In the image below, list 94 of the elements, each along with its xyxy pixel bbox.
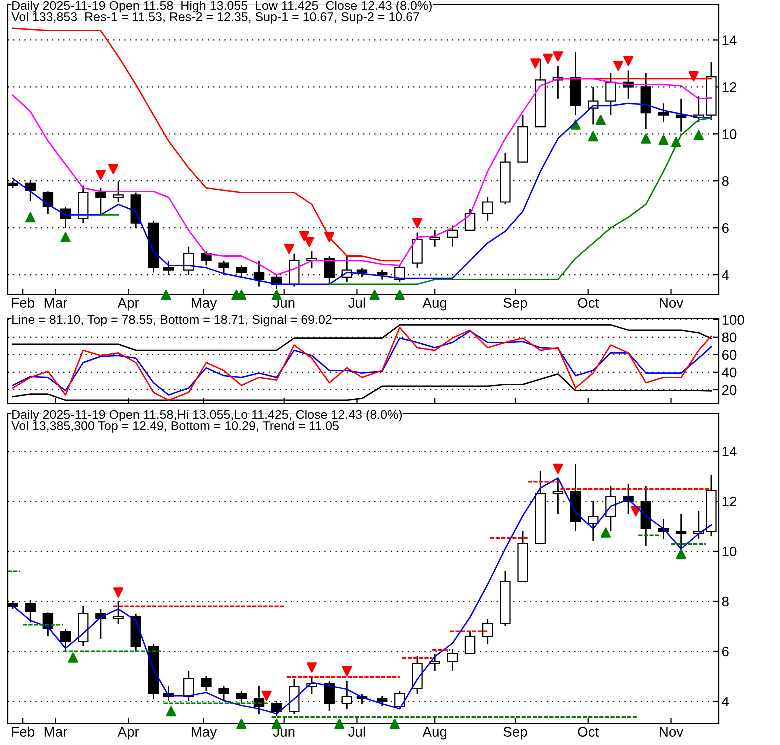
point	[161, 290, 172, 300]
y-tick-label: 14	[722, 446, 737, 457]
text: Vol 13,385,300 Top = 12.49, Bottom = 10.29, Trend = 11.05	[12, 421, 339, 433]
y-tick-label: 4	[722, 696, 730, 707]
y-tick-label: 80	[722, 332, 737, 343]
y-tick-label: 4	[722, 270, 730, 280]
candlestick	[552, 478, 564, 515]
point	[553, 52, 564, 62]
candlestick	[482, 196, 494, 222]
x-tick-label: Feb	[12, 726, 34, 737]
x-tick-label: Mar	[44, 298, 68, 308]
x-tick-label: Mar	[44, 727, 68, 737]
point	[272, 290, 282, 300]
candlestick	[482, 618, 494, 645]
point	[342, 666, 352, 677]
y-tick-label: 20	[722, 385, 737, 396]
x-tick-label: Aug	[422, 298, 447, 311]
point	[588, 131, 598, 142]
y-tick-label: 12	[722, 82, 737, 92]
y-tick-label: 100	[722, 315, 744, 326]
x-tick-label: Sep	[504, 727, 528, 740]
point	[299, 231, 310, 242]
candlestick	[412, 232, 423, 269]
point	[370, 290, 380, 300]
chart-title: Daily 2025-11-19 Open 11.58 High 13.055 Low 11.425 Close 12.43 (8.0%)	[12, 1, 432, 13]
x-tick-label: Apr	[118, 298, 140, 311]
chart-title: Daily 2025-11-19 Open 11.58,Hi 13.055,Lo 11.425, Close 12.43 (8.0%)	[12, 410, 402, 422]
point	[236, 718, 247, 730]
candlestick	[376, 696, 388, 708]
x-tick-label: Sep	[504, 298, 528, 311]
point	[596, 114, 606, 126]
y-tick-label: 10	[722, 129, 737, 140]
point	[68, 652, 78, 663]
y-tick-label: 6	[722, 646, 729, 657]
point	[60, 232, 71, 243]
point	[26, 212, 36, 223]
candlestick	[60, 628, 72, 652]
point	[688, 72, 699, 82]
point	[272, 718, 282, 730]
x-tick-label: Feb	[12, 298, 34, 308]
y-tick-label: 8	[722, 176, 729, 186]
y-tick-label: 12	[722, 496, 737, 507]
point	[676, 548, 686, 560]
y-tick-label: 40	[722, 368, 737, 378]
point	[262, 690, 272, 702]
point	[641, 134, 652, 144]
candlestick	[394, 690, 406, 710]
candlestick	[376, 270, 388, 280]
y-tick-label: 60	[722, 350, 737, 360]
candlestick	[606, 486, 616, 532]
x-tick-label: Apr	[118, 727, 140, 740]
point	[394, 290, 406, 300]
x-tick-label: Nov	[660, 298, 684, 308]
candlestick	[201, 250, 212, 266]
point	[613, 60, 624, 72]
point	[658, 134, 669, 146]
point	[553, 464, 564, 474]
point	[108, 164, 119, 174]
point	[694, 130, 704, 140]
point	[236, 290, 247, 300]
candlestick	[658, 102, 670, 124]
point	[306, 662, 318, 673]
candlestick	[201, 676, 212, 692]
y-tick-label: 8	[722, 596, 729, 607]
point	[113, 588, 124, 598]
x-tick-label: Oct	[578, 298, 600, 308]
y-tick-label: 10	[722, 546, 737, 557]
point	[623, 56, 634, 66]
y-tick-label: 6	[722, 223, 729, 234]
x-tick-label: Aug	[422, 727, 447, 740]
point	[530, 58, 541, 69]
point	[284, 244, 294, 254]
candlestick	[447, 225, 458, 248]
point	[166, 706, 176, 717]
x-tick-label: Nov	[660, 727, 684, 737]
point	[543, 54, 554, 64]
x-tick-label: Oct	[578, 727, 600, 737]
x-tick-label: May	[192, 727, 218, 740]
point	[390, 718, 400, 730]
candlestick	[289, 253, 300, 288]
x-tick-label: Jul	[348, 298, 366, 308]
y-tick-label: 14	[722, 36, 737, 46]
candlestick	[430, 230, 440, 248]
point	[96, 170, 106, 180]
point	[334, 718, 345, 730]
x-tick-label: May	[192, 298, 218, 311]
point	[600, 528, 612, 538]
chart-title: Line = 81.10, Top = 78.55, Bottom = 18.71, Signal = 69.02	[12, 315, 332, 327]
point	[304, 237, 315, 248]
x-tick-label: Jul	[348, 726, 366, 737]
candlestick	[96, 187, 106, 218]
text: Vol 133,853 Res-1 = 11.53, Res-2 = 12.35, Sup-1 = 10.67, Sup-2 = 10.67	[12, 12, 420, 24]
candlestick	[606, 72, 616, 116]
point	[412, 218, 423, 228]
